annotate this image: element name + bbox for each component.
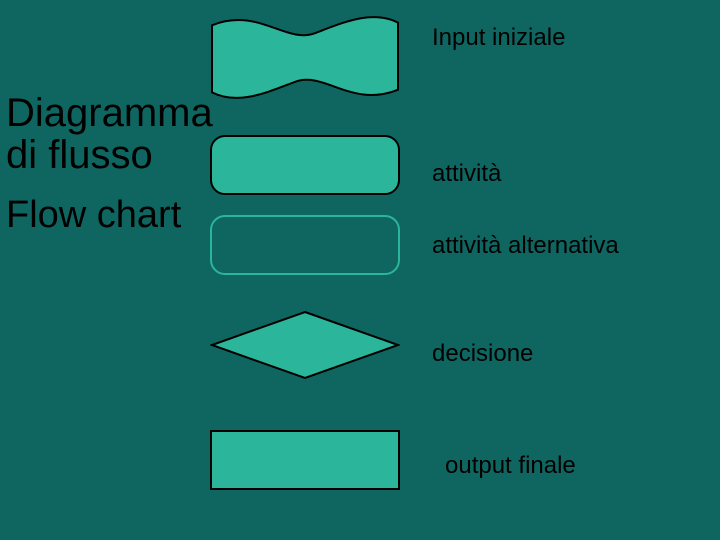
label-input: Input iniziale [432, 24, 565, 52]
shape-decision-diamond [210, 310, 400, 380]
label-activity: attività [432, 160, 501, 188]
shape-input-flag [210, 10, 400, 105]
page-title-line2: di flusso [6, 134, 153, 176]
page-subtitle: Flow chart [6, 196, 181, 236]
label-decision: decisione [432, 340, 533, 368]
shape-output-rect [210, 430, 400, 490]
label-activity-alt: attività alternativa [432, 232, 619, 260]
label-output: output finale [445, 452, 576, 480]
shape-activity-roundrect [210, 135, 400, 195]
shape-activity-alt-roundrect [210, 215, 400, 275]
page-title-line1: Diagramma [6, 92, 213, 134]
